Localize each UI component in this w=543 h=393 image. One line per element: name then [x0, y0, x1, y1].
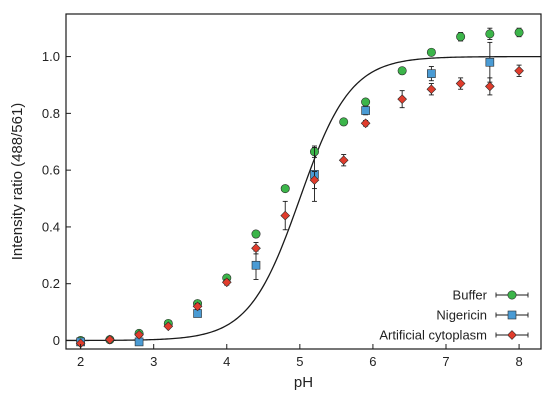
legend-marker [507, 290, 517, 300]
data-point [251, 229, 261, 239]
data-point [361, 97, 371, 107]
data-point [485, 57, 495, 67]
x-tick-label: 8 [515, 354, 522, 369]
data-point [338, 155, 349, 166]
legend-label-nigericin: Nigericin [436, 308, 487, 323]
y-axis-ticks: 0 0.2 0.4 0.6 0.8 1.0 [42, 49, 71, 348]
x-axis-ticks: 2 3 4 5 6 7 8 [77, 344, 523, 369]
data-point [514, 65, 524, 76]
data-point [485, 29, 495, 39]
data-point [456, 32, 466, 42]
data-point [426, 47, 436, 57]
data-point [251, 243, 261, 254]
x-axis-title: pH [294, 374, 313, 391]
data-point [426, 84, 437, 95]
data-points-layer [75, 27, 524, 349]
legend-marker [507, 310, 517, 320]
data-point [361, 106, 370, 115]
legend-label-artificial-cytoplasm: Artificial cytoplasm [379, 328, 487, 343]
data-point [397, 66, 407, 76]
fit-curve-line [66, 55, 541, 342]
fit-curve-layer [66, 55, 541, 342]
data-point [105, 334, 115, 345]
legend-label-buffer: Buffer [453, 288, 488, 303]
x-tick-label: 3 [150, 354, 157, 369]
data-point [163, 321, 174, 332]
data-point [485, 81, 495, 92]
data-point [280, 210, 291, 221]
y-axis-title: Intensity ratio (488/561) [9, 103, 26, 261]
x-tick-label: 6 [369, 354, 376, 369]
data-point [397, 94, 407, 104]
data-point [134, 329, 144, 340]
y-tick-label: 0.2 [42, 276, 60, 291]
x-tick-label: 5 [296, 354, 303, 369]
legend-marker [507, 330, 517, 340]
data-point [221, 277, 232, 288]
data-point [514, 27, 524, 37]
y-tick-label: 0.8 [42, 106, 60, 121]
x-tick-label: 4 [223, 354, 230, 369]
x-tick-label: 2 [77, 354, 84, 369]
y-tick-label: 0.4 [42, 219, 60, 234]
series-diamond [75, 64, 524, 349]
data-point [427, 69, 436, 78]
plot-frame [65, 13, 542, 350]
y-tick-label: 1.0 [42, 49, 60, 64]
data-point [251, 260, 261, 270]
legend: Buffer Nigericin Artificial cytoplasm [379, 288, 529, 343]
y-tick-label: 0.6 [42, 163, 60, 178]
y-tick-label: 0 [53, 333, 60, 348]
data-point [280, 184, 290, 194]
data-point [339, 117, 349, 127]
data-point [455, 78, 466, 89]
data-point [309, 175, 320, 185]
data-point [192, 301, 203, 312]
x-tick-label: 7 [442, 354, 449, 369]
data-point [360, 118, 371, 129]
